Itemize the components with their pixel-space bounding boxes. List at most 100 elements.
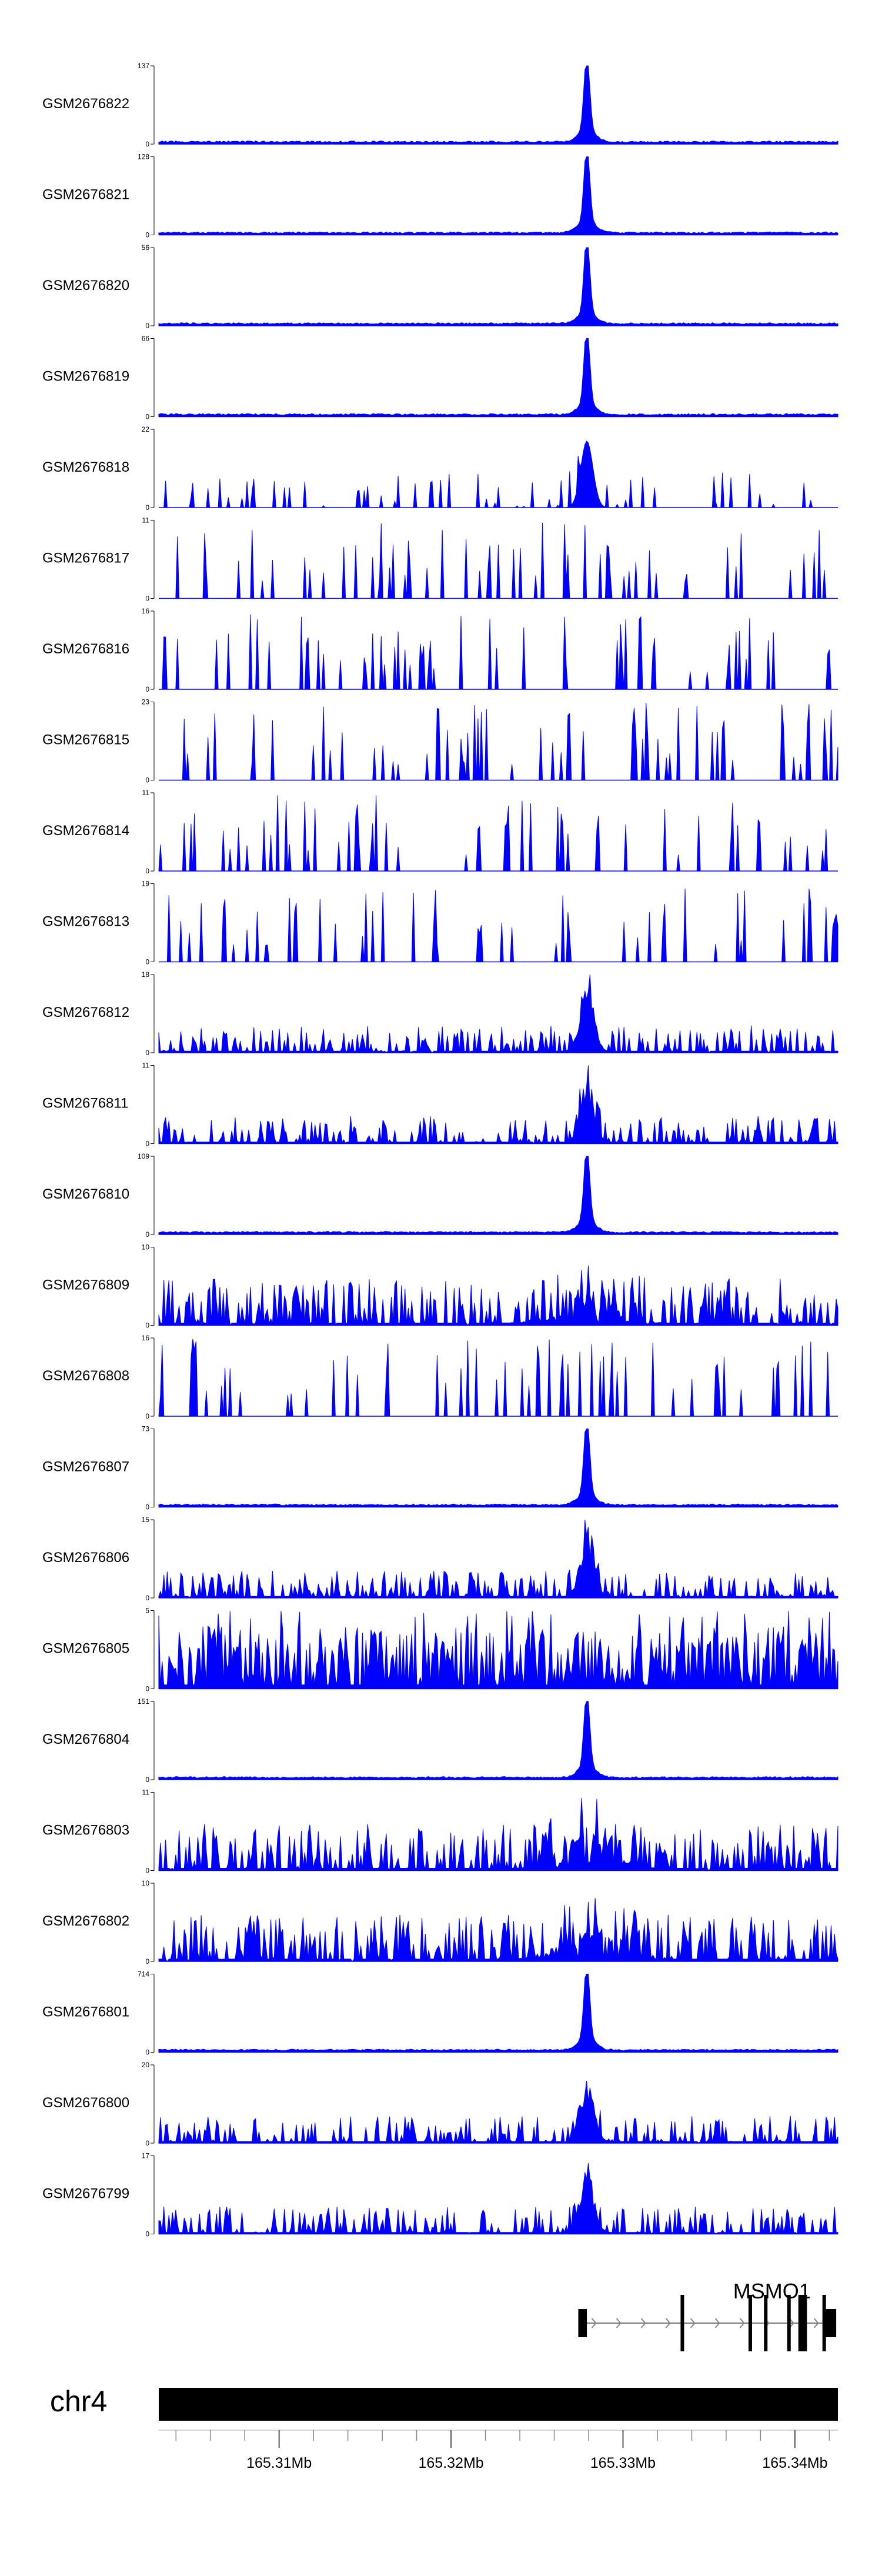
strand-chevron	[591, 2318, 597, 2328]
y-min-label: 0	[145, 1049, 149, 1057]
strand-chevron	[616, 2318, 622, 2328]
signal-area	[159, 702, 838, 780]
track-gsm2676803: GSM2676803 11 0	[42, 1788, 838, 1875]
y-min-label: 0	[145, 1957, 149, 1966]
track-label: GSM2676812	[42, 1005, 129, 1020]
signal-area	[158, 1339, 838, 1417]
signal-area	[159, 614, 838, 690]
track-label: GSM2676810	[42, 1186, 129, 1202]
gene-exon	[798, 2295, 807, 2351]
gene-name-label: MSMO1	[733, 2279, 811, 2303]
strand-chevron	[739, 2318, 745, 2328]
track-gsm2676801: GSM2676801 714 0	[42, 1970, 838, 2057]
y-max-label: 11	[142, 516, 150, 525]
y-max-label: 73	[142, 1425, 150, 1433]
y-max-label: 11	[142, 1062, 150, 1070]
y-min-label: 0	[145, 413, 149, 421]
y-max-label: 15	[142, 1516, 150, 1524]
gene-exon	[578, 2309, 587, 2337]
signal-area	[158, 1265, 838, 1326]
track-label: GSM2676820	[42, 278, 129, 293]
y-min-label: 0	[145, 231, 149, 239]
gene-exon	[787, 2295, 791, 2351]
y-max-label: 19	[142, 880, 150, 888]
track-label: GSM2676802	[42, 1913, 129, 1929]
track-gsm2676810: GSM2676810 109 0	[42, 1152, 838, 1239]
signal-area	[158, 1974, 838, 2053]
y-max-label: 128	[138, 153, 149, 161]
signal-area	[158, 1156, 838, 1235]
gene-exon	[822, 2295, 826, 2351]
y-max-label: 23	[142, 698, 150, 706]
track-layer: GSM26768221370GSM26768211280GSM267682056…	[42, 62, 838, 2238]
x-tick-label: 165.32Mb	[418, 2455, 483, 2471]
y-max-label: 17	[142, 2152, 150, 2160]
signal-area	[158, 1701, 838, 1780]
track-gsm2676811: GSM2676811 11 0	[42, 1062, 838, 1148]
track-gsm2676813: GSM2676813 19 0	[42, 880, 838, 966]
track-label: GSM2676813	[42, 914, 129, 930]
track-gsm2676816: GSM2676816 16 0	[42, 607, 838, 693]
signal-area	[158, 1798, 838, 1871]
y-min-label: 0	[145, 2230, 149, 2238]
y-min-label: 0	[145, 1230, 149, 1239]
track-gsm2676815: GSM2676815 23 0	[42, 698, 838, 785]
track-gsm2676812: GSM2676812 18 0	[42, 970, 838, 1057]
chromosome-axis: chr4 165.31Mb 165.32Mb 165.33Mb 165.34Mb	[50, 2385, 838, 2471]
y-min-label: 0	[145, 595, 149, 603]
y-min-label: 0	[145, 1503, 149, 1511]
y-max-label: 16	[142, 1334, 150, 1342]
chromosome-label: chr4	[50, 2385, 107, 2418]
gene-exon	[680, 2295, 684, 2351]
y-max-label: 10	[142, 1243, 150, 1252]
track-label: GSM2676815	[42, 732, 129, 748]
signal-area	[159, 441, 838, 509]
signal-area	[159, 522, 838, 599]
y-min-label: 0	[145, 958, 149, 966]
y-min-label: 0	[145, 685, 149, 693]
y-max-label: 714	[138, 1970, 149, 1978]
track-label: GSM2676821	[42, 187, 129, 203]
gene-exon	[826, 2309, 837, 2337]
x-tick-label: 165.31Mb	[246, 2455, 312, 2471]
y-min-label: 0	[145, 1140, 149, 1148]
signal-area	[158, 2163, 838, 2235]
track-gsm2676819: GSM2676819 66 0	[42, 335, 838, 421]
signal-area	[158, 1429, 838, 1507]
strand-chevron	[640, 2318, 646, 2328]
track-label: GSM2676814	[42, 823, 129, 839]
y-max-label: 11	[142, 1788, 150, 1797]
y-min-label: 0	[145, 1594, 149, 1602]
track-gsm2676802: GSM2676802 10 0	[42, 1879, 838, 1966]
y-min-label: 0	[145, 1322, 149, 1330]
y-max-label: 5	[145, 1607, 149, 1615]
x-tick-label: 165.34Mb	[762, 2455, 827, 2471]
y-min-label: 0	[145, 503, 149, 512]
track-gsm2676821: GSM2676821 128 0	[42, 153, 838, 239]
strand-chevron	[714, 2318, 720, 2328]
signal-area	[158, 1611, 838, 1689]
track-label: GSM2676801	[42, 2004, 129, 2020]
track-gsm2676818: GSM2676818 22 0	[42, 425, 838, 512]
track-label: GSM2676818	[42, 459, 129, 475]
track-gsm2676809: GSM2676809 10 0	[42, 1243, 838, 1330]
signal-area	[158, 247, 838, 326]
signal-area	[158, 1898, 838, 1962]
y-min-label: 0	[145, 322, 149, 330]
gene-exon	[764, 2295, 768, 2351]
signal-area	[158, 338, 838, 417]
track-label: GSM2676822	[42, 96, 129, 112]
track-gsm2676814: GSM2676814 11 0	[42, 789, 838, 875]
track-gsm2676799: GSM2676799 17 0	[42, 2152, 838, 2238]
y-min-label: 0	[145, 2048, 149, 2057]
signal-area	[158, 65, 838, 145]
track-gsm2676820: GSM2676820 56 0	[42, 243, 838, 330]
track-gsm2676808: GSM2676808 16 0	[42, 1334, 838, 1420]
track-gsm2676822: GSM2676822 137 0	[42, 62, 838, 148]
y-max-label: 56	[142, 243, 150, 252]
signal-area	[158, 156, 838, 235]
track-gsm2676800: GSM2676800 20 0	[42, 2061, 838, 2147]
strand-chevron	[690, 2318, 696, 2328]
y-max-label: 66	[142, 335, 150, 343]
y-max-label: 151	[138, 1697, 149, 1706]
